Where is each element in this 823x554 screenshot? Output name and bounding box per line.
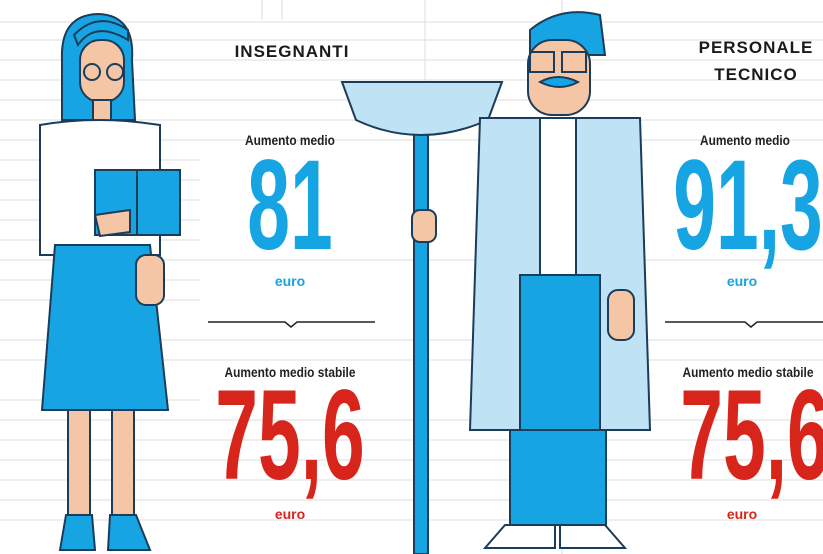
unit: euro [275,506,305,522]
unit: euro [727,273,757,289]
column-title: PERSONALE [699,34,814,61]
technician-figure [342,12,650,554]
unit: euro [727,506,757,522]
column-title: TECNICO [714,61,798,88]
unit: euro [275,273,305,289]
column-title: INSEGNANTI [235,38,350,65]
big-number: 75,6 [215,372,364,500]
big-number: 81 [247,142,332,270]
big-number: 91,3 [673,142,822,270]
big-number: 75,6 [680,372,823,500]
teacher-figure [40,14,180,550]
infographic: INSEGNANTI Aumento medio 81 euro Aumento… [0,0,823,554]
